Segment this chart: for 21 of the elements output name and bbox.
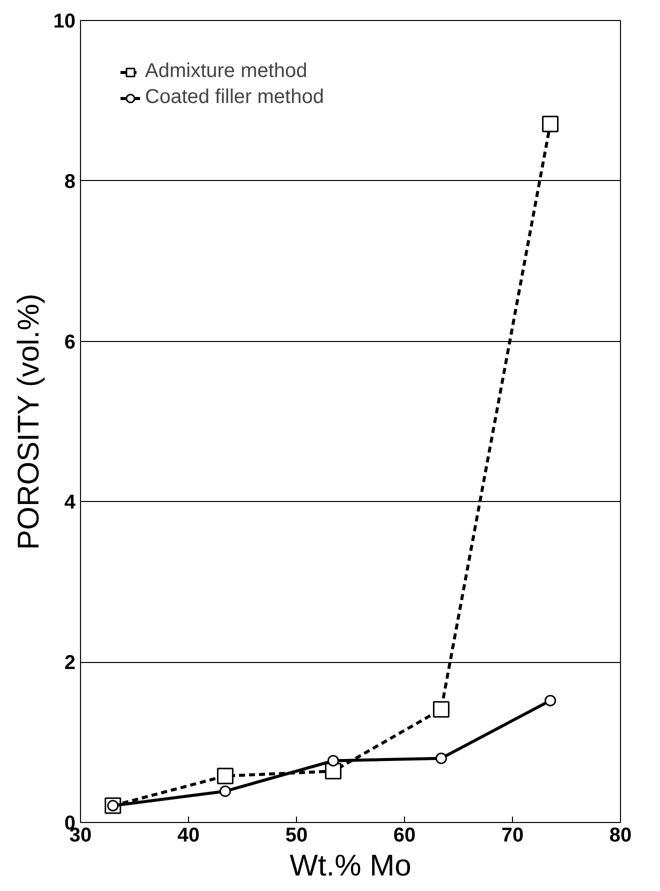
point	[219, 785, 231, 797]
x-axis-title: Wt.% Mo	[290, 850, 412, 882]
legend-label: Admixture method	[145, 60, 308, 83]
point	[216, 768, 234, 784]
point	[435, 752, 447, 764]
y-tick-label: 6	[64, 331, 76, 354]
legend-label: Coated filler method	[145, 86, 324, 109]
x-tick-label: 40	[177, 824, 200, 846]
point	[327, 755, 339, 766]
x-tick-label: 60	[393, 824, 416, 846]
x-tick-label: 80	[609, 824, 632, 846]
x-tick-label: 50	[285, 824, 308, 846]
y-axis-title: POROSITY (vol.%)	[12, 294, 46, 550]
y-tick-label: 4	[64, 492, 76, 514]
y-tick-label: 10	[53, 10, 76, 32]
y-tick-label: 8	[64, 170, 76, 193]
point	[432, 701, 450, 718]
y-tick-label: 2	[64, 652, 76, 674]
point	[544, 694, 556, 706]
point	[542, 116, 559, 132]
x-tick-label: 70	[501, 824, 524, 846]
